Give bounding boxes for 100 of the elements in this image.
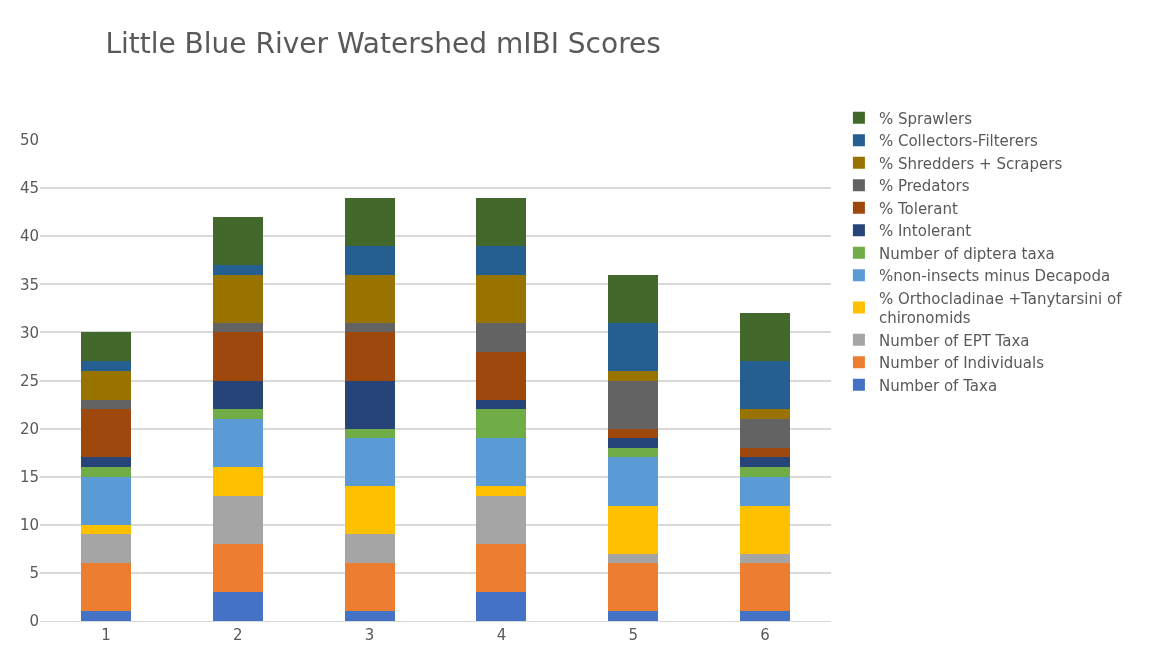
bar xyxy=(344,245,395,275)
legend-label: % Orthocladinae +Tanytarsini of chironomids xyxy=(878,289,1123,328)
bar xyxy=(80,563,131,612)
legend-label: Number of Taxa xyxy=(878,376,998,395)
y-tick-label: 35 xyxy=(19,275,39,294)
bar xyxy=(344,197,395,246)
bar xyxy=(740,361,791,410)
bar xyxy=(608,505,659,554)
bar xyxy=(212,495,263,545)
bar xyxy=(212,544,263,593)
chart-title: Little Blue River Watershed mIBI Scores xyxy=(105,26,661,60)
bar xyxy=(80,457,131,468)
bar xyxy=(212,274,263,323)
bar xyxy=(212,265,263,275)
bar xyxy=(476,322,527,352)
bar xyxy=(740,553,791,564)
bar xyxy=(608,611,659,621)
bar xyxy=(608,438,659,448)
y-tick-label: 30 xyxy=(19,323,39,342)
bar xyxy=(740,418,791,448)
legend-label: % Intolerant xyxy=(878,222,972,241)
bar xyxy=(344,611,395,621)
bar xyxy=(80,611,131,621)
y-tick-label: 25 xyxy=(19,371,39,390)
bar xyxy=(740,457,791,468)
bar xyxy=(344,428,395,439)
bar xyxy=(80,476,131,525)
bar xyxy=(476,592,527,621)
bar xyxy=(740,505,791,554)
bar xyxy=(212,380,263,410)
x-tick-label: 1 xyxy=(101,626,111,644)
bar xyxy=(80,524,131,535)
bar xyxy=(476,245,527,275)
bar xyxy=(212,467,263,496)
bar xyxy=(476,274,527,323)
bar xyxy=(344,380,395,429)
y-tick-label: 45 xyxy=(19,179,39,198)
y-tick-label: 50 xyxy=(19,131,39,150)
bar xyxy=(608,457,659,506)
bar xyxy=(608,447,659,458)
bar xyxy=(80,534,131,564)
bar xyxy=(476,197,527,246)
legend-label: Number of EPT Taxa xyxy=(878,331,1030,350)
legend-label: % Tolerant xyxy=(878,199,958,218)
y-tick-label: 20 xyxy=(19,419,39,438)
bar xyxy=(740,409,791,419)
bar xyxy=(608,274,659,323)
bar xyxy=(740,476,791,506)
bar xyxy=(476,486,527,496)
bar xyxy=(80,370,131,400)
bar xyxy=(740,611,791,621)
bar xyxy=(476,351,527,400)
bar xyxy=(80,361,131,371)
bar xyxy=(740,563,791,612)
y-tick-label: 10 xyxy=(19,516,39,535)
bar xyxy=(344,332,395,381)
bar xyxy=(740,313,791,362)
x-tick-label: 4 xyxy=(496,626,507,644)
legend-label: %non-insects minus Decapoda xyxy=(878,267,1111,286)
y-tick-label: 40 xyxy=(19,227,39,246)
y-tick-label: 0 xyxy=(29,612,39,631)
bar xyxy=(608,553,659,564)
y-tick-label: 15 xyxy=(19,467,39,486)
bar xyxy=(608,428,659,439)
bar xyxy=(344,322,395,333)
bar xyxy=(476,409,527,439)
x-tick-label: 3 xyxy=(364,626,375,644)
bar xyxy=(476,495,527,545)
bar xyxy=(344,438,395,487)
bar xyxy=(212,592,263,621)
bar xyxy=(344,274,395,323)
bar xyxy=(608,370,659,381)
bar xyxy=(740,447,791,458)
bar xyxy=(212,332,263,381)
x-tick-label: 2 xyxy=(232,626,243,644)
bar xyxy=(80,399,131,410)
bar xyxy=(212,418,263,468)
x-tick-label: 6 xyxy=(760,626,770,644)
bar xyxy=(80,332,131,362)
bar xyxy=(212,216,263,266)
legend-label: Number of diptera taxa xyxy=(878,244,1055,263)
bar xyxy=(80,409,131,458)
legend-label: % Predators xyxy=(878,177,970,196)
legend-label: % Sprawlers xyxy=(878,109,973,128)
bar xyxy=(608,563,659,612)
bar xyxy=(212,409,263,419)
bar xyxy=(476,544,527,593)
bar xyxy=(212,322,263,333)
legend-label: % Shredders + Scrapers xyxy=(878,154,1063,173)
bar xyxy=(608,380,659,429)
x-tick-label: 5 xyxy=(628,626,639,644)
bar xyxy=(344,486,395,535)
bar xyxy=(608,322,659,371)
bar xyxy=(344,563,395,612)
bar xyxy=(740,467,791,477)
bar xyxy=(80,467,131,477)
legend-label: Number of Individuals xyxy=(878,354,1045,373)
bar xyxy=(476,438,527,487)
bar xyxy=(476,399,527,410)
legend-label: % Collectors-Filterers xyxy=(878,132,1039,151)
